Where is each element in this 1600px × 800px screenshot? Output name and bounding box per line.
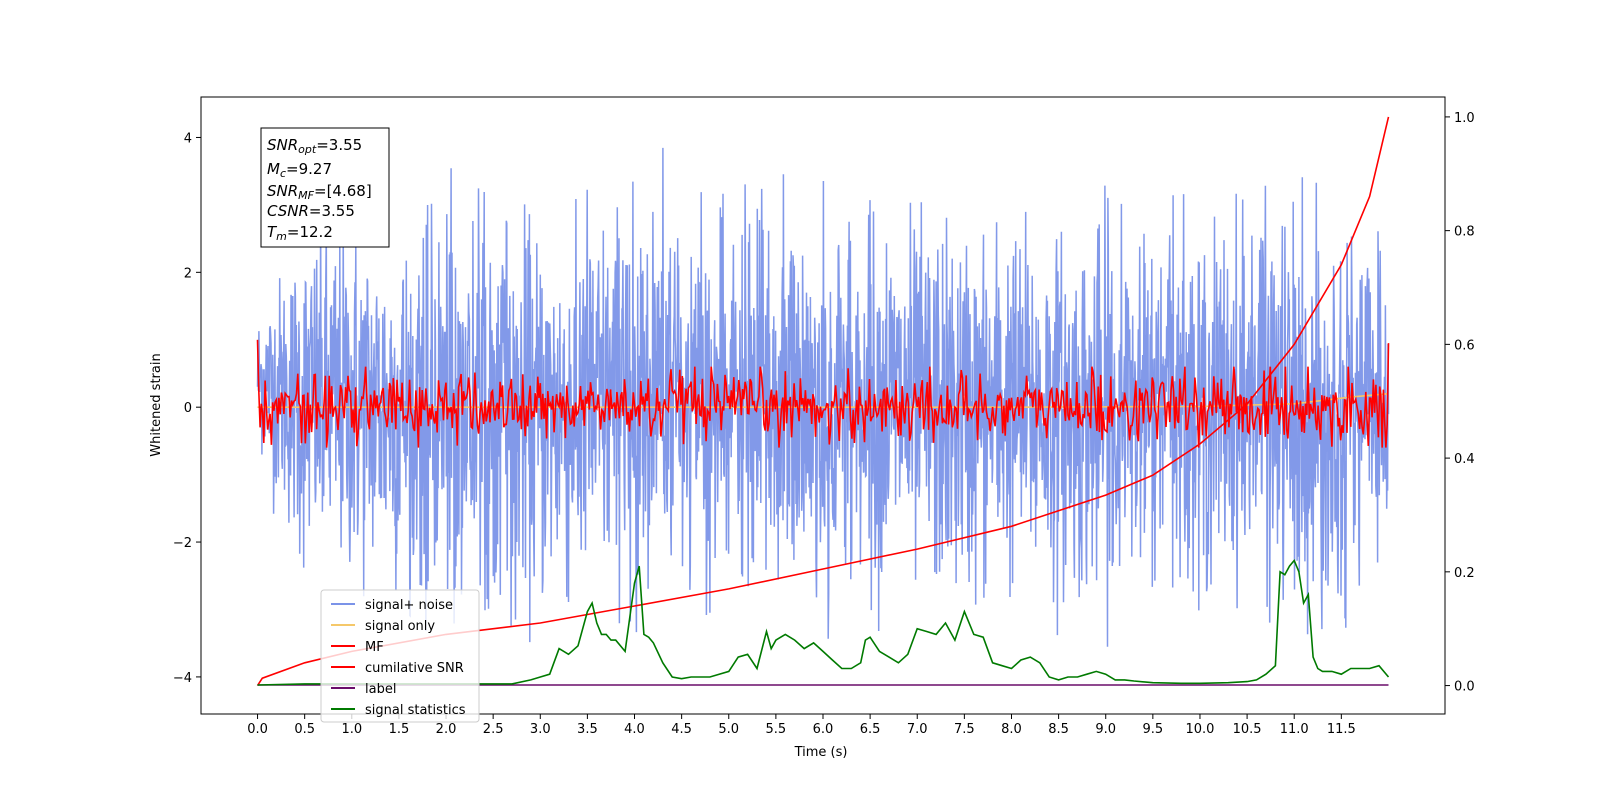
y-axis-right: 0.0 0.2 0.4 0.6 0.8 1.0 <box>1445 111 1475 695</box>
annotation-snr-opt: SNRopt=3.55 <box>267 136 362 156</box>
y-tick-label: −4 <box>173 671 192 686</box>
y2-tick-label: 0.6 <box>1454 338 1475 353</box>
x-axis-label: Time (s) <box>794 745 848 760</box>
x-tick-label: 3.0 <box>530 722 551 737</box>
x-tick-label: 2.0 <box>436 722 457 737</box>
x-tick-label: 2.5 <box>483 722 504 737</box>
y2-tick-label: 0.4 <box>1454 452 1475 467</box>
annotation-tm: Tm=12.2 <box>267 223 333 243</box>
y-axis-label: Whitened strain <box>149 353 164 456</box>
x-tick-label: 1.0 <box>341 722 362 737</box>
legend-frame <box>320 589 480 723</box>
y2-tick-label: 1.0 <box>1454 111 1475 126</box>
y2-tick-label: 0.8 <box>1454 225 1475 240</box>
x-tick-label: 4.0 <box>624 722 645 737</box>
annotation-snr-mf: SNRMF=[4.68] <box>267 182 372 202</box>
annotation-frame <box>260 127 390 248</box>
y-axis-left: −4 −2 0 2 4 <box>173 131 201 686</box>
y2-tick-label: 0.2 <box>1454 566 1475 581</box>
x-tick-label: 8.0 <box>1001 722 1022 737</box>
x-tick-label: 6.5 <box>860 722 881 737</box>
series-mf-line <box>256 339 1390 448</box>
x-tick-label: 11.5 <box>1327 722 1356 737</box>
x-tick-label: 10.5 <box>1233 722 1262 737</box>
legend-label: signal statistics <box>365 703 466 718</box>
y-tick-label: 0 <box>184 401 192 416</box>
x-tick-label: 5.5 <box>766 722 787 737</box>
series-signal-statistics-line <box>257 558 1390 686</box>
annotation-box: SNRopt=3.55 Mc=9.27 SNRMF=[4.68] CSNR=3.… <box>260 127 390 248</box>
y-tick-label: −2 <box>173 536 192 551</box>
x-tick-label: 6.0 <box>813 722 834 737</box>
legend-label: cumilative SNR <box>365 661 464 676</box>
x-tick-label: 11.0 <box>1280 722 1309 737</box>
annotation-mc: Mc=9.27 <box>267 160 332 180</box>
x-tick-label: 0.5 <box>294 722 315 737</box>
x-tick-label: 10.0 <box>1185 722 1214 737</box>
x-tick-label: 1.5 <box>389 722 410 737</box>
x-tick-label: 4.5 <box>671 722 692 737</box>
x-tick-label: 8.5 <box>1048 722 1069 737</box>
x-tick-label: 9.0 <box>1095 722 1116 737</box>
legend-label: MF <box>365 640 384 655</box>
legend-label: label <box>365 682 396 697</box>
legend: signal+ noise signal only MF cumilative SNR… <box>320 589 480 723</box>
annotation-csnr: CSNR=3.55 <box>267 202 355 220</box>
x-axis: 0.0 0.5 1.0 1.5 2.0 2.5 3.0 3.5 4.0 4.5 5.0 5.5 6.0 6… <box>247 714 1356 737</box>
legend-label: signal+ noise <box>365 598 453 613</box>
y-tick-label: 4 <box>184 131 192 146</box>
x-tick-label: 0.0 <box>247 722 268 737</box>
x-tick-label: 9.5 <box>1143 722 1164 737</box>
x-tick-label: 7.0 <box>907 722 928 737</box>
y2-tick-label: 0.0 <box>1454 680 1475 695</box>
y-tick-label: 2 <box>184 266 192 281</box>
x-tick-label: 3.5 <box>577 722 598 737</box>
x-tick-label: 5.0 <box>718 722 739 737</box>
legend-label: signal only <box>365 619 435 634</box>
x-tick-label: 7.5 <box>954 722 975 737</box>
